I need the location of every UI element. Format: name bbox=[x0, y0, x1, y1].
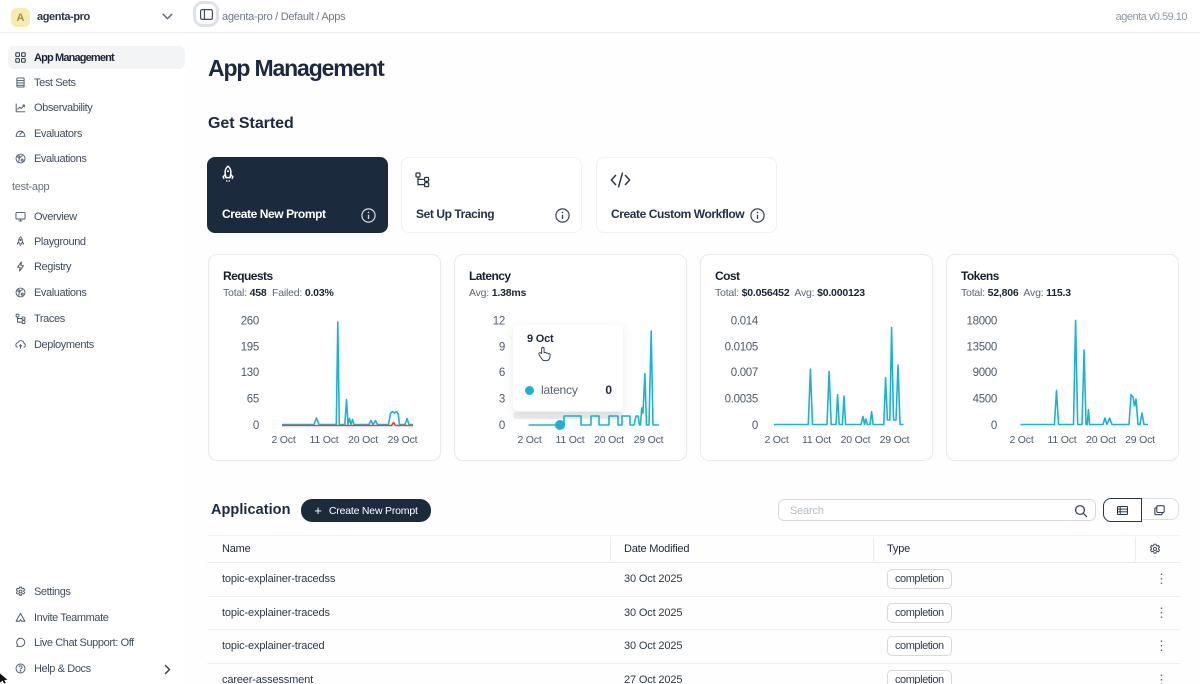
svg-text:18000: 18000 bbox=[967, 316, 997, 328]
svg-text:195: 195 bbox=[241, 342, 259, 354]
svg-text:6: 6 bbox=[499, 367, 505, 379]
svg-text:13500: 13500 bbox=[967, 342, 997, 354]
svg-text:20 Oct: 20 Oct bbox=[348, 434, 378, 446]
svg-text:260: 260 bbox=[241, 316, 259, 328]
svg-text:11 Oct: 11 Oct bbox=[310, 434, 339, 446]
svg-text:20 Oct: 20 Oct bbox=[1086, 434, 1116, 446]
svg-text:0: 0 bbox=[499, 420, 505, 432]
svg-text:0: 0 bbox=[991, 420, 997, 432]
svg-text:9000: 9000 bbox=[973, 367, 997, 379]
svg-text:2 Oct: 2 Oct bbox=[1009, 434, 1033, 446]
svg-text:0.0105: 0.0105 bbox=[725, 342, 758, 354]
svg-text:130: 130 bbox=[241, 367, 259, 379]
svg-text:3: 3 bbox=[499, 394, 505, 406]
svg-text:29 Oct: 29 Oct bbox=[634, 434, 664, 446]
svg-text:0: 0 bbox=[253, 420, 259, 432]
svg-text:12: 12 bbox=[493, 316, 505, 328]
svg-text:20 Oct: 20 Oct bbox=[841, 434, 871, 446]
svg-text:65: 65 bbox=[247, 394, 259, 406]
svg-text:4500: 4500 bbox=[973, 394, 997, 406]
svg-text:0: 0 bbox=[752, 420, 758, 432]
svg-text:11 Oct: 11 Oct bbox=[1048, 434, 1077, 446]
svg-text:29 Oct: 29 Oct bbox=[388, 434, 418, 446]
svg-text:11 Oct: 11 Oct bbox=[802, 434, 831, 446]
svg-text:0.014: 0.014 bbox=[731, 316, 759, 328]
svg-text:2 Oct: 2 Oct bbox=[271, 434, 295, 446]
svg-text:11 Oct: 11 Oct bbox=[556, 434, 585, 446]
svg-text:29 Oct: 29 Oct bbox=[1125, 434, 1155, 446]
svg-text:29 Oct: 29 Oct bbox=[880, 434, 910, 446]
svg-text:9: 9 bbox=[499, 342, 505, 354]
svg-text:2 Oct: 2 Oct bbox=[764, 434, 788, 446]
svg-text:0.0035: 0.0035 bbox=[725, 394, 758, 406]
svg-text:0.007: 0.007 bbox=[731, 367, 758, 379]
svg-text:2 Oct: 2 Oct bbox=[517, 434, 541, 446]
svg-text:20 Oct: 20 Oct bbox=[594, 434, 624, 446]
